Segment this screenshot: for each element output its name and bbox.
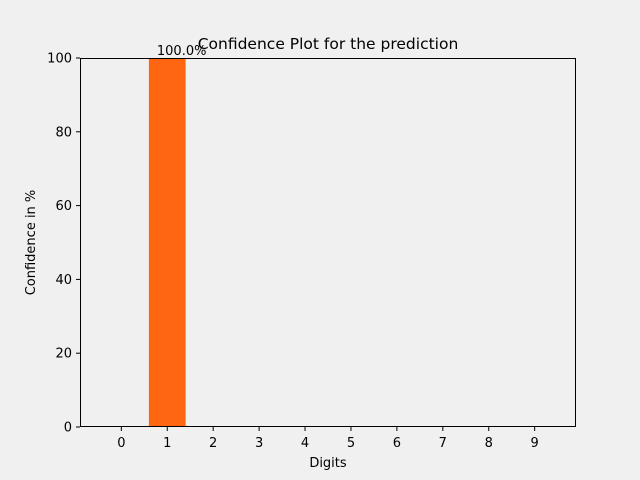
x-tick-label: 0 (117, 436, 125, 451)
x-axis-ticks: 0 1 2 3 4 5 6 7 8 9 (117, 427, 539, 451)
x-tick-label: 8 (485, 436, 493, 451)
data-labels-group: 100.0% (157, 44, 207, 59)
plot-frame (80, 58, 576, 427)
y-tick-label: 20 (55, 347, 72, 362)
bars-group (148, 58, 186, 427)
y-tick-label: 60 (55, 199, 72, 214)
y-axis-label: Confidence in % (24, 190, 39, 296)
x-tick-label: 5 (347, 436, 355, 451)
y-axis-ticks: 0 20 40 60 80 100 (47, 52, 80, 436)
x-tick-label: 9 (531, 436, 539, 451)
y-tick-label: 80 (55, 125, 72, 140)
x-tick-label: 7 (439, 436, 447, 451)
x-tick-label: 1 (163, 436, 171, 451)
y-tick-label: 0 (64, 421, 72, 436)
x-axis-label: Digits (309, 456, 347, 471)
x-tick-label: 3 (255, 436, 263, 451)
y-tick-label: 40 (55, 273, 72, 288)
chart-title: Confidence Plot for the prediction (198, 35, 459, 53)
bar-digit-1 (148, 58, 186, 427)
x-tick-label: 6 (393, 436, 401, 451)
x-tick-label: 2 (209, 436, 217, 451)
x-tick-label: 4 (301, 436, 309, 451)
y-tick-label: 100 (47, 52, 72, 67)
data-label-digit-1: 100.0% (157, 44, 207, 59)
